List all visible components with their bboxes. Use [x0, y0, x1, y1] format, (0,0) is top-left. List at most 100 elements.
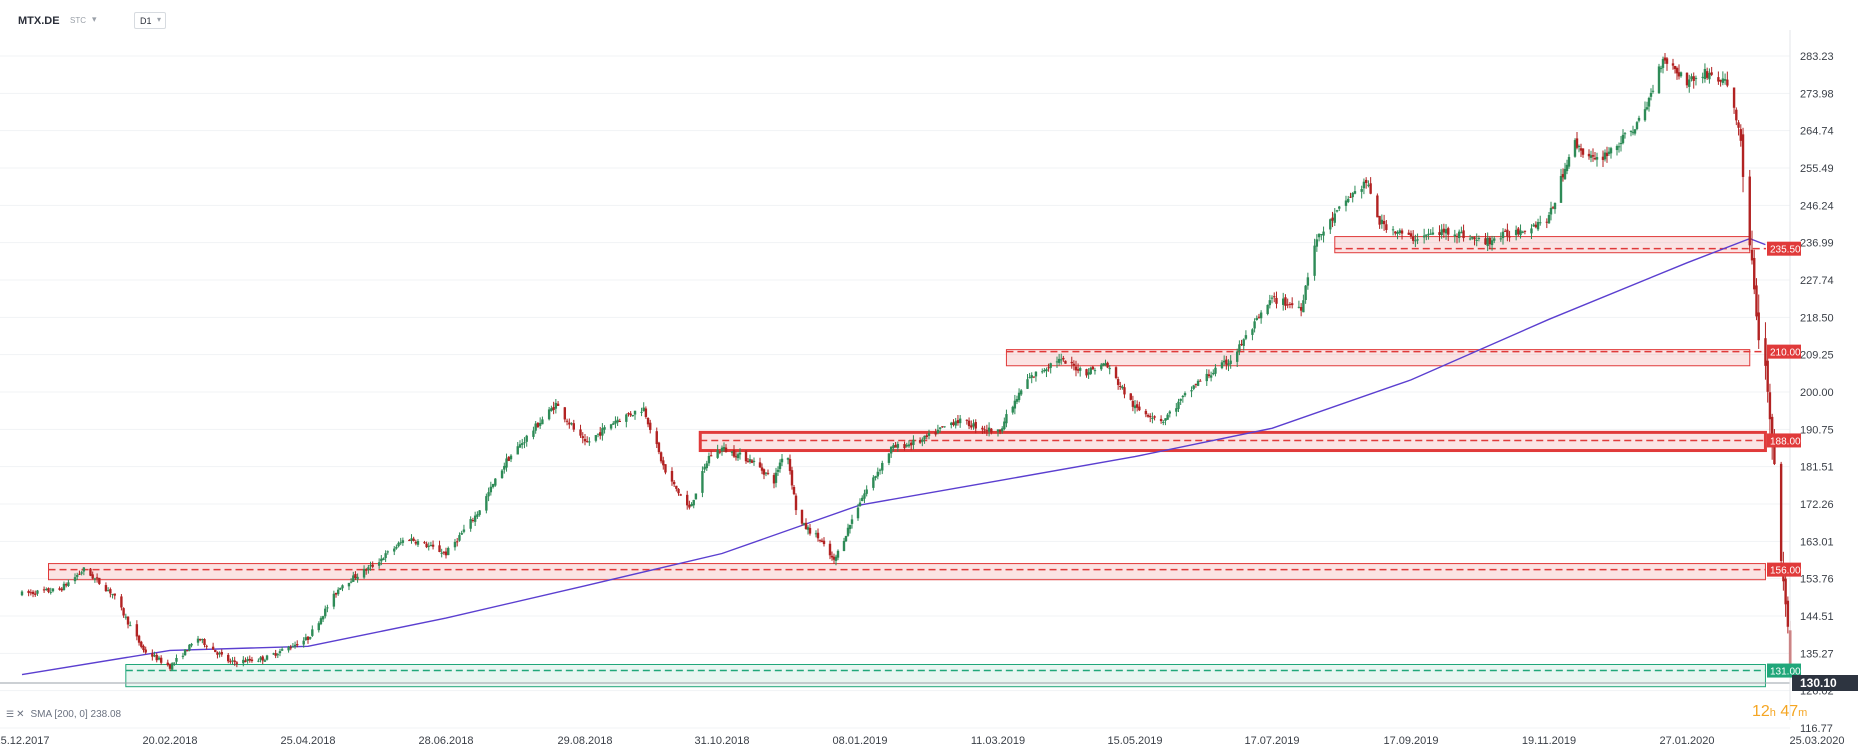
candle-body — [157, 657, 161, 660]
candle — [842, 537, 846, 552]
candle-body — [1723, 79, 1727, 81]
candle-body — [633, 410, 637, 415]
candle — [365, 567, 368, 575]
chart-toolbar: MTX.DE STC ▾ D1 ▾ — [0, 0, 1866, 40]
level-tag[interactable]: 210.00 — [1767, 344, 1801, 359]
candle-body — [1407, 232, 1410, 235]
x-tick-label: 11.03.2019 — [971, 735, 1025, 747]
chevron-down-icon[interactable]: ▾ — [92, 14, 97, 24]
candle-body — [311, 629, 314, 636]
candle-body — [1159, 418, 1163, 422]
candle — [1453, 229, 1457, 243]
candle — [521, 438, 524, 449]
candle-body — [958, 418, 962, 424]
candle-body — [62, 583, 66, 590]
level-tag[interactable]: 188.00 — [1767, 433, 1801, 448]
candle — [970, 420, 973, 430]
candle-body — [1629, 130, 1633, 132]
candle-body — [627, 413, 630, 415]
candle-body — [175, 657, 178, 662]
candle — [1559, 168, 1563, 204]
candle-body — [794, 495, 798, 511]
candle — [1244, 330, 1248, 341]
candle-body — [181, 655, 185, 657]
candle — [614, 416, 617, 429]
candle — [1567, 154, 1571, 169]
close-icon[interactable]: ✕ — [16, 709, 25, 720]
candle-body — [1085, 369, 1088, 376]
candle-body — [1209, 375, 1213, 378]
candle — [469, 516, 472, 532]
candle-body — [675, 485, 678, 489]
level-tag[interactable]: 156.00 — [1767, 562, 1801, 577]
candle — [233, 656, 236, 666]
y-tick-label: 264.74 — [1800, 126, 1834, 138]
candle-body — [518, 444, 522, 448]
candle-body — [1244, 335, 1248, 339]
candle-body — [1320, 234, 1323, 236]
candle — [532, 426, 535, 440]
candle — [923, 435, 926, 444]
candle-body — [816, 532, 820, 539]
candle-body — [216, 652, 219, 655]
candle-body — [1194, 383, 1198, 385]
candle — [401, 537, 405, 546]
candle-body — [776, 469, 780, 472]
candle-body — [694, 493, 698, 500]
candle — [473, 511, 477, 526]
candle-body — [876, 471, 880, 477]
candle-body — [532, 430, 535, 437]
y-tick-label: 236.99 — [1800, 238, 1834, 250]
candle — [907, 440, 911, 448]
candle — [1360, 185, 1363, 199]
candle — [1102, 362, 1105, 367]
candle — [981, 425, 984, 434]
candle-body — [701, 471, 704, 493]
candle-body — [1425, 234, 1428, 236]
symbol-label[interactable]: MTX.DE — [18, 15, 60, 27]
list-icon[interactable]: ☰ — [6, 709, 15, 719]
candle — [1181, 394, 1185, 403]
candle-body — [1072, 363, 1076, 366]
candle — [772, 472, 776, 489]
candle-body — [1553, 202, 1557, 210]
interval-dropdown[interactable]: D1 ▾ — [134, 12, 166, 29]
candle-body — [64, 584, 68, 586]
candle — [1175, 403, 1178, 417]
level-tag[interactable]: 235.50 — [1767, 241, 1801, 256]
level-tag[interactable]: 131.00 — [1767, 663, 1801, 678]
candle — [646, 417, 650, 428]
candle-body — [780, 458, 784, 463]
candle-body — [377, 562, 381, 566]
candle — [216, 651, 219, 659]
candle-body — [1013, 400, 1017, 409]
candle-body — [1549, 207, 1553, 215]
candle-body — [1701, 76, 1704, 78]
candle — [334, 592, 338, 598]
candle-body — [1214, 367, 1217, 374]
candle — [201, 638, 204, 644]
candle — [431, 540, 435, 550]
candle — [1619, 136, 1623, 152]
candle-body — [525, 435, 528, 442]
candle — [291, 643, 295, 648]
candle — [1675, 66, 1679, 80]
candle-body — [570, 423, 573, 425]
candle-body — [1523, 230, 1527, 232]
candle — [78, 570, 81, 576]
candle — [856, 503, 860, 521]
candle-body — [1739, 129, 1742, 141]
current-price-tag: 130.10 — [1792, 675, 1858, 691]
candle-body — [1005, 414, 1008, 424]
candle-body — [703, 466, 706, 470]
candle — [1635, 120, 1639, 131]
candle-body — [579, 429, 582, 436]
source-label[interactable]: STC — [70, 16, 86, 25]
candle-body — [1179, 398, 1182, 401]
candle — [1553, 202, 1557, 214]
candle-body — [1486, 237, 1489, 247]
candle-body — [1721, 78, 1725, 83]
candle-body — [1181, 395, 1185, 398]
candle — [395, 544, 398, 550]
